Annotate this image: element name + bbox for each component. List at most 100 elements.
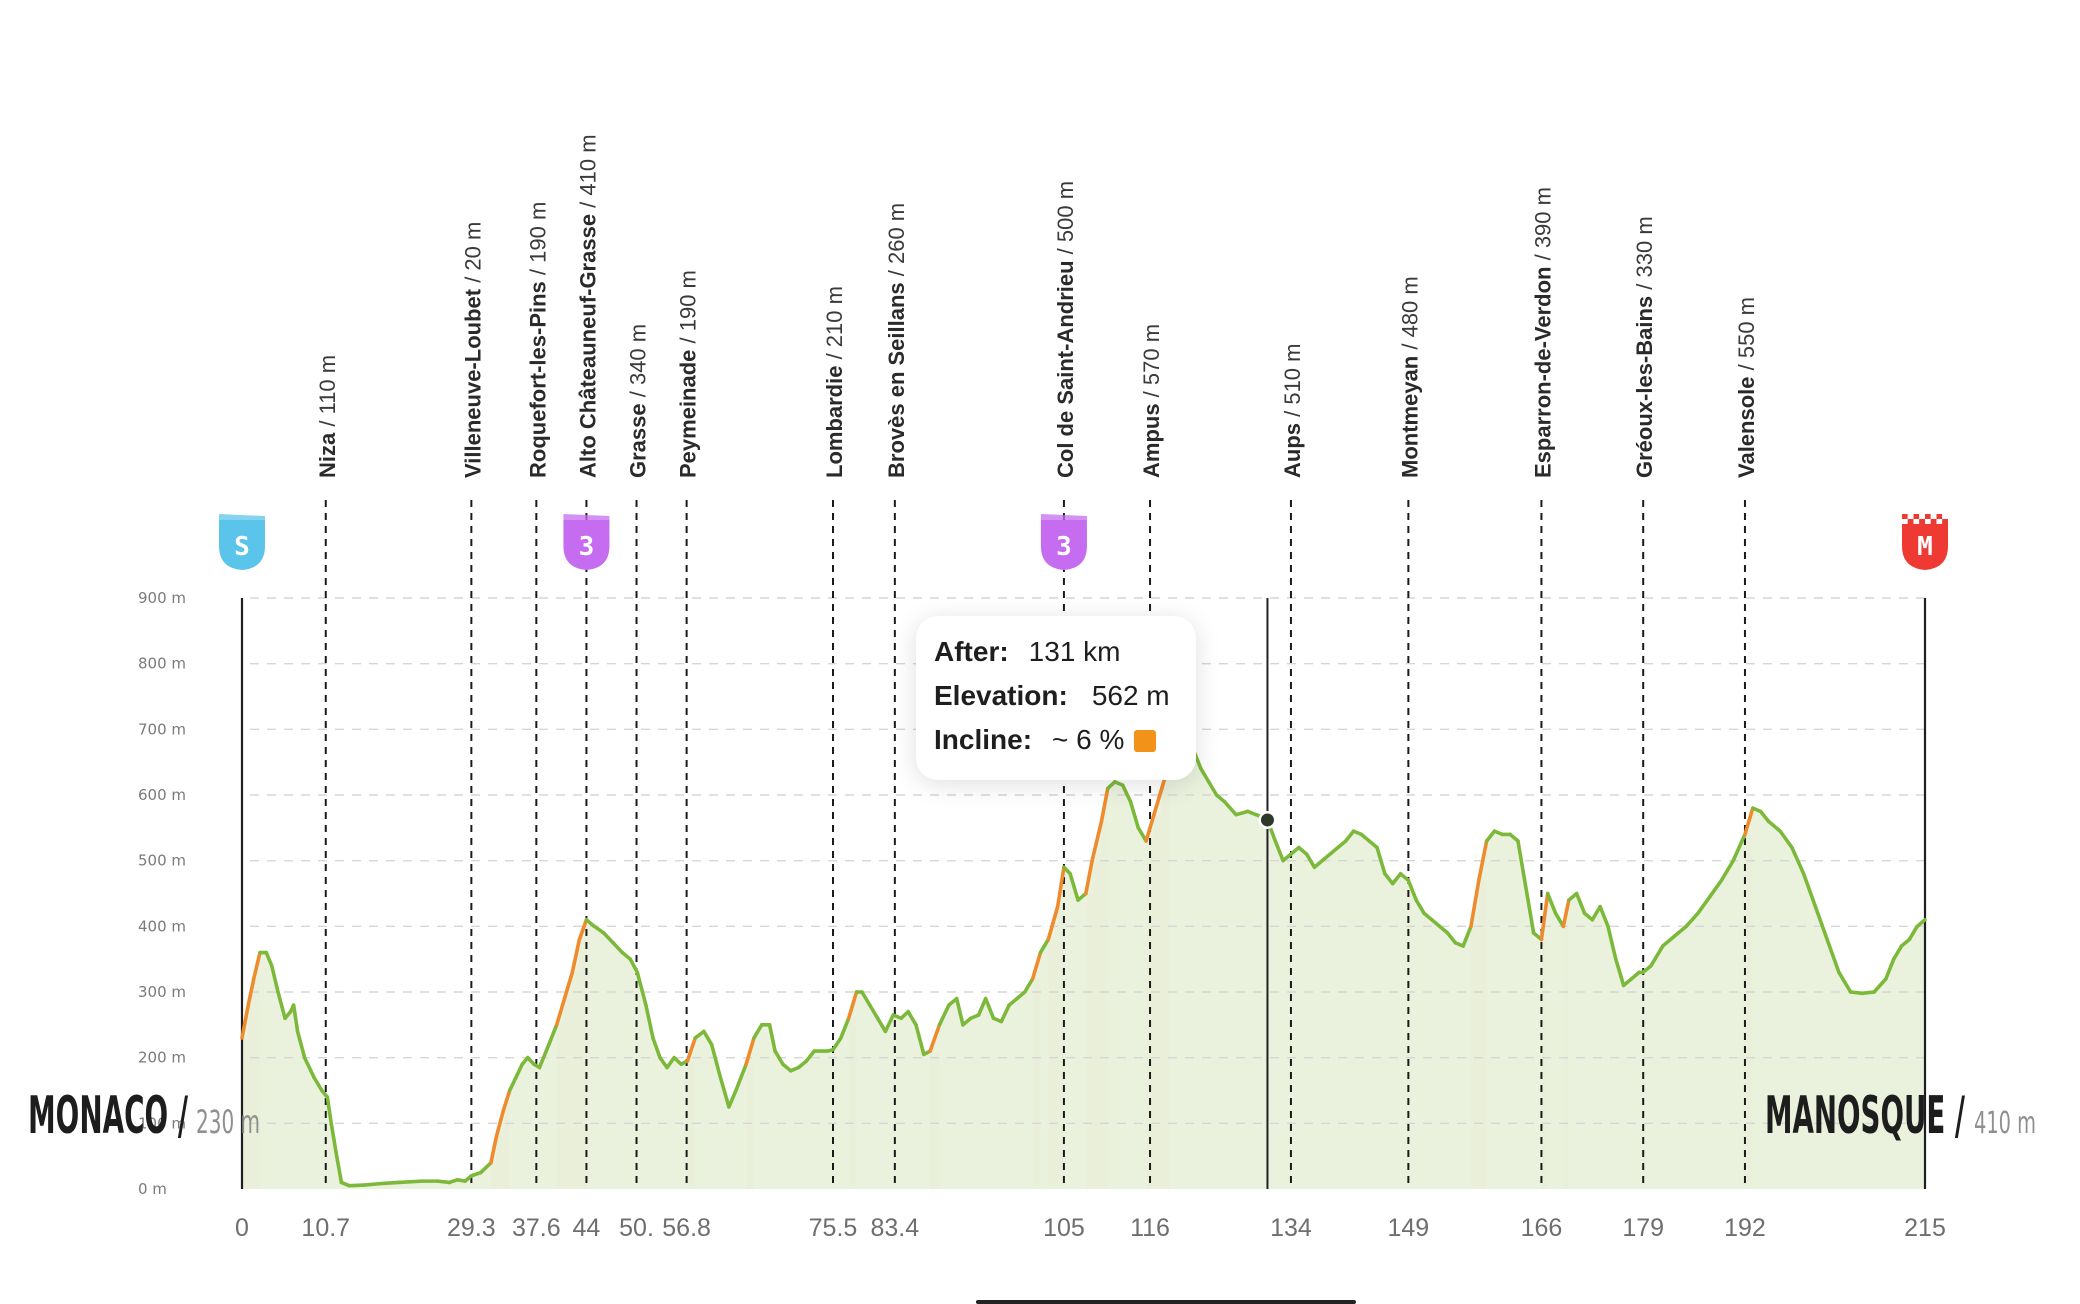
profile-segment bbox=[1199, 766, 1211, 784]
waypoint-labels: Niza / 110 m Villeneuve-Loubet / 20 m Roqu… bbox=[315, 134, 1759, 478]
profile-segment bbox=[1598, 904, 1610, 929]
profile-segment bbox=[554, 996, 567, 1027]
profile-segment bbox=[325, 1095, 334, 1126]
profile-segment bbox=[1038, 937, 1051, 955]
profile-segment bbox=[269, 963, 280, 994]
profile-line bbox=[240, 734, 1927, 1188]
waypoint-name: Gréoux-les-Bains bbox=[1632, 296, 1657, 478]
y-tick-label: 200 m bbox=[138, 1049, 186, 1067]
waypoint-name: Villeneuve-Loubet bbox=[460, 288, 485, 478]
profile-segment bbox=[246, 977, 256, 1007]
tooltip-distance-row: After: 131 km bbox=[934, 632, 1121, 672]
waypoint-elevation: / 190 m bbox=[676, 270, 701, 349]
waypoint-label: Col de Saint-Andrieu / 500 m bbox=[1053, 181, 1078, 478]
x-tick-label: 116 bbox=[1130, 1214, 1170, 1242]
profile-segment bbox=[478, 1160, 493, 1175]
profile-segment bbox=[1848, 990, 1865, 996]
x-tick-label: 56.8 bbox=[662, 1214, 711, 1242]
marker-flag-top bbox=[563, 514, 610, 520]
tooltip-incline-value: ~ 6 % bbox=[1052, 724, 1125, 755]
tooltip-elevation-value: 562 m bbox=[1091, 680, 1170, 711]
profile-segment bbox=[1574, 891, 1587, 916]
profile-segment bbox=[1891, 944, 1904, 961]
profile-segment bbox=[727, 1088, 738, 1109]
profile-segment bbox=[251, 950, 262, 981]
x-tick-label: 75.5 bbox=[809, 1214, 858, 1242]
waypoint-name: Grasse bbox=[626, 403, 651, 478]
profile-segment bbox=[1414, 898, 1426, 916]
profile-segment bbox=[635, 970, 648, 1007]
cursor bbox=[1258, 598, 1277, 1189]
endpoint-labels: MONACO /230 m MANOSQUE / 410 m bbox=[28, 1086, 2036, 1146]
profile-segment bbox=[709, 1042, 722, 1076]
profile-segment bbox=[1758, 809, 1771, 824]
profile-segment bbox=[1144, 812, 1156, 843]
marker-label: M bbox=[1917, 532, 1933, 562]
profile-segment bbox=[329, 1121, 339, 1158]
y-tick-label: 900 m bbox=[138, 589, 186, 607]
marker-label: 3 bbox=[1056, 532, 1072, 562]
waypoint-name: Col de Saint-Andrieu bbox=[1053, 260, 1078, 478]
y-tick-label: 400 m bbox=[138, 917, 186, 935]
waypoint-label: Lombardie / 210 m bbox=[822, 286, 847, 478]
x-tick-label: 179 bbox=[1622, 1214, 1664, 1242]
x-tick-label: 10.7 bbox=[301, 1214, 350, 1242]
profile-segment bbox=[773, 1049, 785, 1067]
scroll-handle[interactable] bbox=[976, 1300, 1356, 1304]
checker-cell bbox=[1902, 519, 1908, 524]
waypoint-label: Esparron-de-Verdon / 390 m bbox=[1530, 187, 1555, 478]
incline-color-swatch bbox=[1134, 730, 1157, 752]
profile-segment bbox=[1516, 839, 1528, 889]
profile-segment bbox=[1731, 832, 1747, 863]
profile-segment bbox=[1120, 783, 1133, 804]
x-tick-label: 83.4 bbox=[871, 1214, 920, 1242]
profile-segment bbox=[867, 1003, 880, 1021]
checker-cell bbox=[1930, 519, 1937, 524]
y-tick-label: 800 m bbox=[138, 655, 186, 673]
profile-segment bbox=[1872, 977, 1888, 994]
profile-segment bbox=[928, 1023, 942, 1053]
waypoint-elevation: / 210 m bbox=[822, 286, 847, 365]
profile-segment bbox=[937, 1003, 951, 1027]
waypoint-label: Montmeyan / 480 m bbox=[1397, 276, 1422, 478]
profile-segment bbox=[1813, 904, 1829, 942]
waypoint-elevation: / 110 m bbox=[315, 355, 340, 433]
checker-cell bbox=[1925, 514, 1931, 519]
profile-segment bbox=[577, 917, 589, 942]
waypoint-elevation: / 390 m bbox=[1530, 187, 1555, 266]
profile-segment bbox=[860, 990, 872, 1007]
profile-segment bbox=[1477, 839, 1489, 883]
waypoint-label: Aups / 510 m bbox=[1280, 344, 1305, 478]
x-tick-label: 29.3 bbox=[447, 1214, 496, 1242]
profile-segment bbox=[1590, 904, 1602, 922]
marker-climb-icon: 3 bbox=[563, 514, 610, 570]
waypoint-elevation: / 410 m bbox=[575, 134, 600, 213]
tooltip-incline-row: Incline: ~ 6 % bbox=[934, 720, 1157, 760]
checker-cell bbox=[1919, 519, 1925, 524]
profile-segment bbox=[1825, 937, 1841, 975]
profile-segment bbox=[1383, 871, 1395, 886]
profile-segment bbox=[1660, 934, 1677, 948]
tooltip-distance-value: 131 km bbox=[1028, 636, 1121, 667]
profile-segment bbox=[501, 1088, 512, 1112]
profile-segment bbox=[702, 1029, 714, 1047]
tooltip-elevation-row: Elevation: 562 m bbox=[934, 676, 1170, 716]
profile-segment bbox=[264, 950, 274, 968]
profile-segment bbox=[1696, 894, 1712, 916]
checker-cell bbox=[1902, 514, 1908, 519]
y-axis-ticks: 0 m 100 m 200 m 300 m 400 m 500 m 600 m 700 m 80… bbox=[138, 589, 186, 1198]
waypoint-elevation: / 260 m bbox=[884, 203, 909, 282]
profile-segment bbox=[628, 957, 640, 975]
checker-cell bbox=[1925, 519, 1931, 524]
profile-segment bbox=[1649, 944, 1665, 968]
profile-segment bbox=[831, 1036, 843, 1052]
y-tick-label: 700 m bbox=[138, 720, 186, 738]
profile-segment bbox=[734, 1062, 748, 1093]
profile-segment bbox=[396, 1179, 424, 1185]
profile-segment bbox=[1152, 786, 1164, 817]
waypoint-elevation: / 20 m bbox=[460, 222, 485, 289]
checker-cell bbox=[1936, 514, 1943, 519]
waypoint-name: Montmeyan bbox=[1397, 356, 1422, 478]
profile-segment bbox=[1539, 891, 1550, 942]
profile-segment bbox=[1206, 780, 1219, 797]
